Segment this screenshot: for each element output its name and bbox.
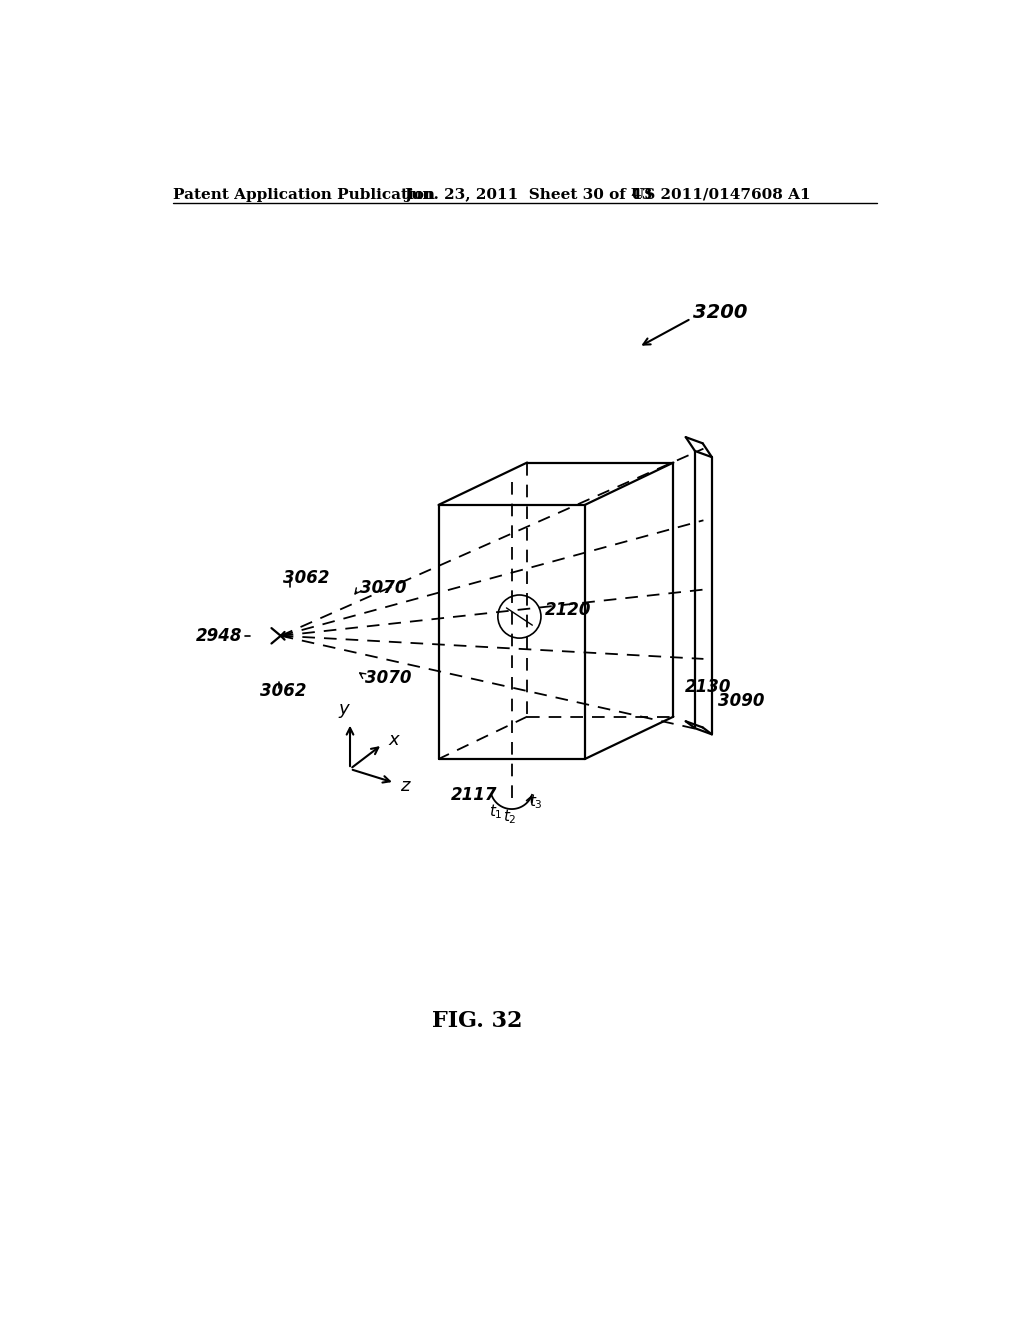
Text: US 2011/0147608 A1: US 2011/0147608 A1 — [631, 187, 811, 202]
Text: x: x — [388, 731, 399, 748]
Text: Patent Application Publication: Patent Application Publication — [173, 187, 435, 202]
Text: FIG. 32: FIG. 32 — [432, 1010, 522, 1032]
Text: $t_2$: $t_2$ — [503, 808, 516, 826]
Text: 2120: 2120 — [545, 602, 591, 619]
Text: 2117: 2117 — [452, 785, 498, 804]
Text: $t_3$: $t_3$ — [529, 792, 544, 810]
Text: 3062: 3062 — [283, 569, 330, 587]
Text: 3070: 3070 — [360, 579, 407, 597]
Text: y: y — [339, 700, 349, 718]
Text: 2948: 2948 — [196, 627, 243, 644]
Text: 3200: 3200 — [692, 302, 748, 322]
Text: Jun. 23, 2011  Sheet 30 of 43: Jun. 23, 2011 Sheet 30 of 43 — [403, 187, 652, 202]
Text: 2130: 2130 — [685, 678, 731, 697]
Text: z: z — [400, 777, 410, 795]
Text: 3070: 3070 — [366, 669, 412, 688]
Text: $t_1$: $t_1$ — [489, 803, 503, 821]
Text: 3090: 3090 — [718, 692, 765, 710]
Text: 3062: 3062 — [260, 682, 306, 700]
